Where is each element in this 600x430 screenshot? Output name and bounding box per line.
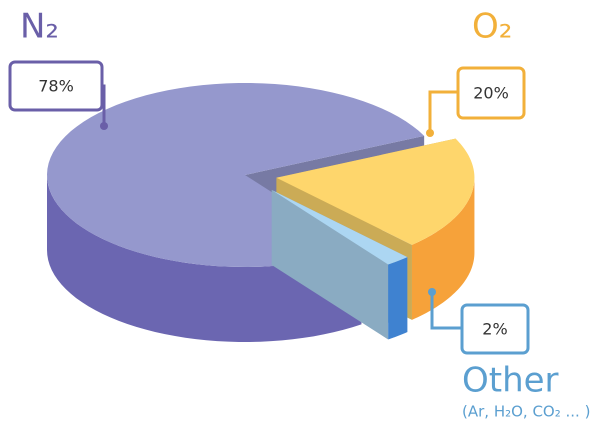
connector-dot <box>100 122 108 130</box>
slice-side <box>411 177 475 320</box>
slice-face <box>271 190 389 340</box>
category-name: Other <box>462 361 559 401</box>
value-box <box>456 66 526 120</box>
value-label: 20% <box>473 84 509 103</box>
value-box <box>460 303 530 355</box>
slice <box>271 190 408 265</box>
value-label: 2% <box>482 320 507 339</box>
slice-side <box>47 175 362 342</box>
category-name: O₂ <box>472 7 512 47</box>
slice <box>47 83 425 267</box>
category-name: N₂ <box>20 7 59 47</box>
pie <box>47 83 475 342</box>
labels: N₂ 78% O₂ 20% 2% Other (Ar, H₂O, CO₂ ...… <box>8 7 590 421</box>
connector-dot <box>428 288 436 296</box>
connector <box>430 294 462 330</box>
value-label: 78% <box>38 77 74 96</box>
slice <box>276 138 475 245</box>
connector-dot <box>426 129 434 137</box>
connector <box>428 90 458 131</box>
annotation: (Ar, H₂O, CO₂ ... ) <box>462 403 590 421</box>
value-box <box>8 60 104 112</box>
slice-side <box>388 257 408 340</box>
